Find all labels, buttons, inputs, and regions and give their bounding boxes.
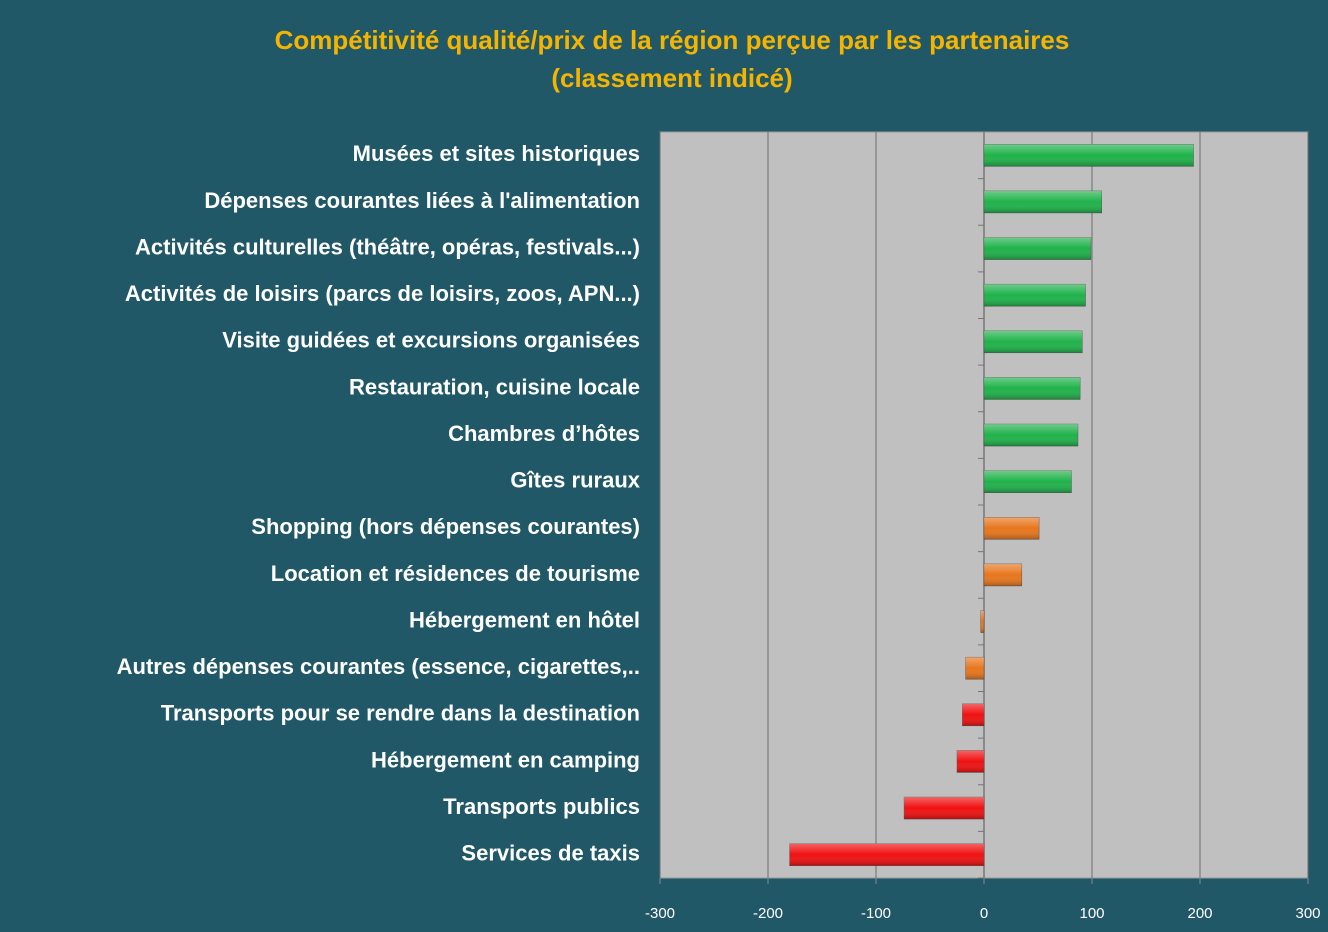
bar-shade xyxy=(984,424,1078,447)
bar-shade xyxy=(984,330,1083,353)
category-label: Dépenses courantes liées à l'alimentatio… xyxy=(204,188,640,213)
category-label: Musées et sites historiques xyxy=(353,141,640,166)
bar-shade xyxy=(980,610,984,633)
category-label: Shopping (hors dépenses courantes) xyxy=(251,514,640,539)
x-tick-label: 200 xyxy=(1187,905,1212,922)
x-tick-label: 0 xyxy=(980,905,988,922)
category-label: Activités culturelles (théâtre, opéras, … xyxy=(135,234,640,259)
category-label: Location et résidences de tourisme xyxy=(271,561,640,586)
bar-shade xyxy=(789,843,984,866)
bar-shade xyxy=(984,470,1072,493)
bar-shade xyxy=(984,377,1081,400)
bar-shade xyxy=(984,190,1102,213)
category-label: Chambres d’hôtes xyxy=(448,421,640,446)
category-label: Visite guidées et excursions organisées xyxy=(222,328,640,353)
bar-shade xyxy=(962,703,984,726)
bar-shade xyxy=(965,657,984,680)
bar-shade xyxy=(984,144,1194,167)
bar-shade xyxy=(984,284,1086,307)
category-label: Hébergement en hôtel xyxy=(409,607,640,632)
bar-shade xyxy=(984,563,1022,586)
x-tick-label: -200 xyxy=(753,905,783,922)
category-label: Transports pour se rendre dans la destin… xyxy=(161,701,640,726)
category-label: Hébergement en camping xyxy=(371,747,640,772)
x-tick-label: -100 xyxy=(861,905,891,922)
bar-shade xyxy=(904,797,984,820)
category-label: Autres dépenses courantes (essence, ciga… xyxy=(117,654,640,679)
x-tick-label: -300 xyxy=(645,905,675,922)
chart-title: Compétitivité qualité/prix de la région … xyxy=(275,25,1070,55)
category-label: Services de taxis xyxy=(461,841,640,866)
bar-shade xyxy=(984,517,1040,540)
category-label: Restauration, cuisine locale xyxy=(349,374,640,399)
x-tick-label: 100 xyxy=(1079,905,1104,922)
bar-shade xyxy=(957,750,984,773)
category-label: Activités de loisirs (parcs de loisirs, … xyxy=(125,281,640,306)
category-label: Gîtes ruraux xyxy=(510,468,640,493)
category-label: Transports publics xyxy=(443,794,640,819)
x-tick-label: 300 xyxy=(1295,905,1320,922)
bar-shade xyxy=(984,237,1091,260)
chart-subtitle: (classement indicé) xyxy=(551,63,792,93)
